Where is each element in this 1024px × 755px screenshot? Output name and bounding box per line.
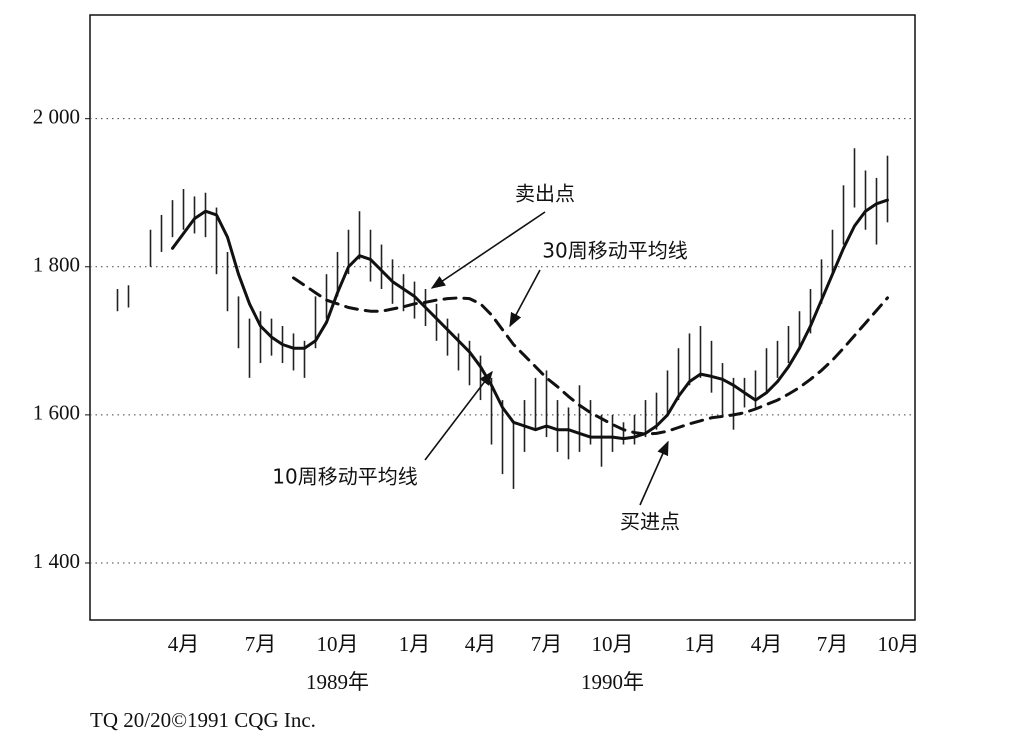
x-tick-label: 1月 xyxy=(399,632,431,656)
x-tick-label: 7月 xyxy=(245,632,277,656)
x-tick-label: 10月 xyxy=(317,632,359,656)
annotation: 10周移动平均线 xyxy=(272,465,417,489)
y-tick-label: 1 600 xyxy=(33,401,80,425)
grid xyxy=(85,118,915,564)
x-tick-label: 4月 xyxy=(465,632,497,656)
y-tick-label: 1 800 xyxy=(33,253,80,277)
x-tick-label: 10月 xyxy=(592,632,634,656)
x-tick-label: 4月 xyxy=(751,632,783,656)
marks xyxy=(116,148,889,489)
moving-average-30 xyxy=(292,276,889,436)
year-label: 1989年 xyxy=(306,670,369,694)
annotation: 买进点 xyxy=(620,510,680,534)
x-tick-label: 7月 xyxy=(531,632,563,656)
year-label: 1990年 xyxy=(581,670,644,694)
x-tick-label: 4月 xyxy=(168,632,200,656)
annotation: 30周移动平均线 xyxy=(542,239,687,263)
footer: TQ 20/20©1991 CQG Inc. xyxy=(90,708,316,732)
arrow xyxy=(424,370,493,461)
arrow xyxy=(509,269,541,328)
plot-frame xyxy=(89,14,916,621)
x-tick-label: 1月 xyxy=(685,632,717,656)
x-tick-label: 7月 xyxy=(817,632,849,656)
arrow xyxy=(430,211,546,289)
moving-average-10 xyxy=(171,198,889,441)
annotation: 卖出点 xyxy=(515,182,575,206)
y-tick-label: 1 400 xyxy=(33,549,80,573)
x-tick-label: 10月 xyxy=(878,632,920,656)
arrow xyxy=(639,440,669,506)
y-tick-label: 2 000 xyxy=(33,104,80,128)
